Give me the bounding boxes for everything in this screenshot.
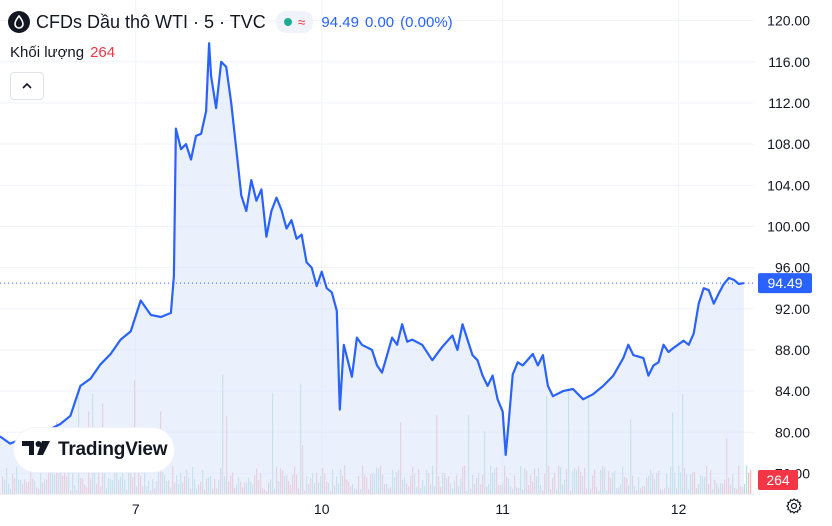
time-tick-label: 12 [671,501,687,517]
price-tick-label: 84.00 [775,383,810,399]
volume-badge-text: 264 [766,472,790,488]
oil-drop-icon [8,11,30,33]
volume-label: Khối lượng [10,44,85,61]
time-tick-label: 10 [314,501,330,517]
volume-bar [744,483,746,494]
price-tick-label: 96.00 [775,260,810,276]
volume-bar [750,469,752,494]
price-tick-label: 100.00 [767,218,810,234]
market-open-dot-icon [283,18,292,26]
price-axis-labels: 120.00 116.00 112.00 108.00 104.00 100.00 96.0… [767,13,810,482]
price-area [0,43,744,494]
price-tick-label: 88.00 [775,342,810,358]
tradingview-logo-text: TradingView [58,439,168,460]
price-tick-label: 112.00 [768,95,810,111]
last-price-badge: 94.49 [758,273,812,294]
chevron-up-icon [21,77,33,95]
market-status-pill[interactable]: ≈ [275,11,314,33]
settings-icon [786,497,802,519]
symbol-title[interactable]: CFDs Dầu thô WTI · 5 · TVC [36,11,266,32]
volume-bar [748,472,750,494]
collapse-legend-button[interactable] [10,72,44,100]
tradingview-logo[interactable]: TradingView [14,428,174,472]
chart-header: CFDs Dầu thô WTI · 5 · TVC ≈ 94.49 0.00 (0… [8,10,459,34]
price-change-percent: (0.00%) [400,13,453,31]
time-axis-labels: 7 10 11 12 [132,501,687,517]
price-tick-label: 120.00 [767,13,810,29]
price-tick-label: 104.00 [767,177,810,193]
last-price-value: 94.49 [321,13,359,31]
volume-legend: Khối lượng 264 [10,44,115,61]
tradingview-logo-icon [22,439,52,462]
price-axis[interactable] [754,0,832,494]
price-change: 0.00 [364,13,395,31]
settings-button[interactable] [784,497,804,519]
price-tick-label: 116.00 [768,54,810,70]
wave-icon: ≈ [297,14,306,30]
last-price-badge-text: 94.49 [767,275,802,291]
price-tick-label: 108.00 [767,136,810,152]
volume-badge: 264 [758,470,798,490]
price-values: 94.49 0.00 (0.00%) [321,14,458,31]
price-tick-label: 92.00 [775,301,810,317]
price-line [0,42,745,456]
volume-value: 264 [90,44,116,61]
time-tick-label: 7 [132,501,140,517]
price-tick-label: 80.00 [775,424,810,440]
volume-bar [746,465,748,494]
time-tick-label: 11 [495,501,510,517]
